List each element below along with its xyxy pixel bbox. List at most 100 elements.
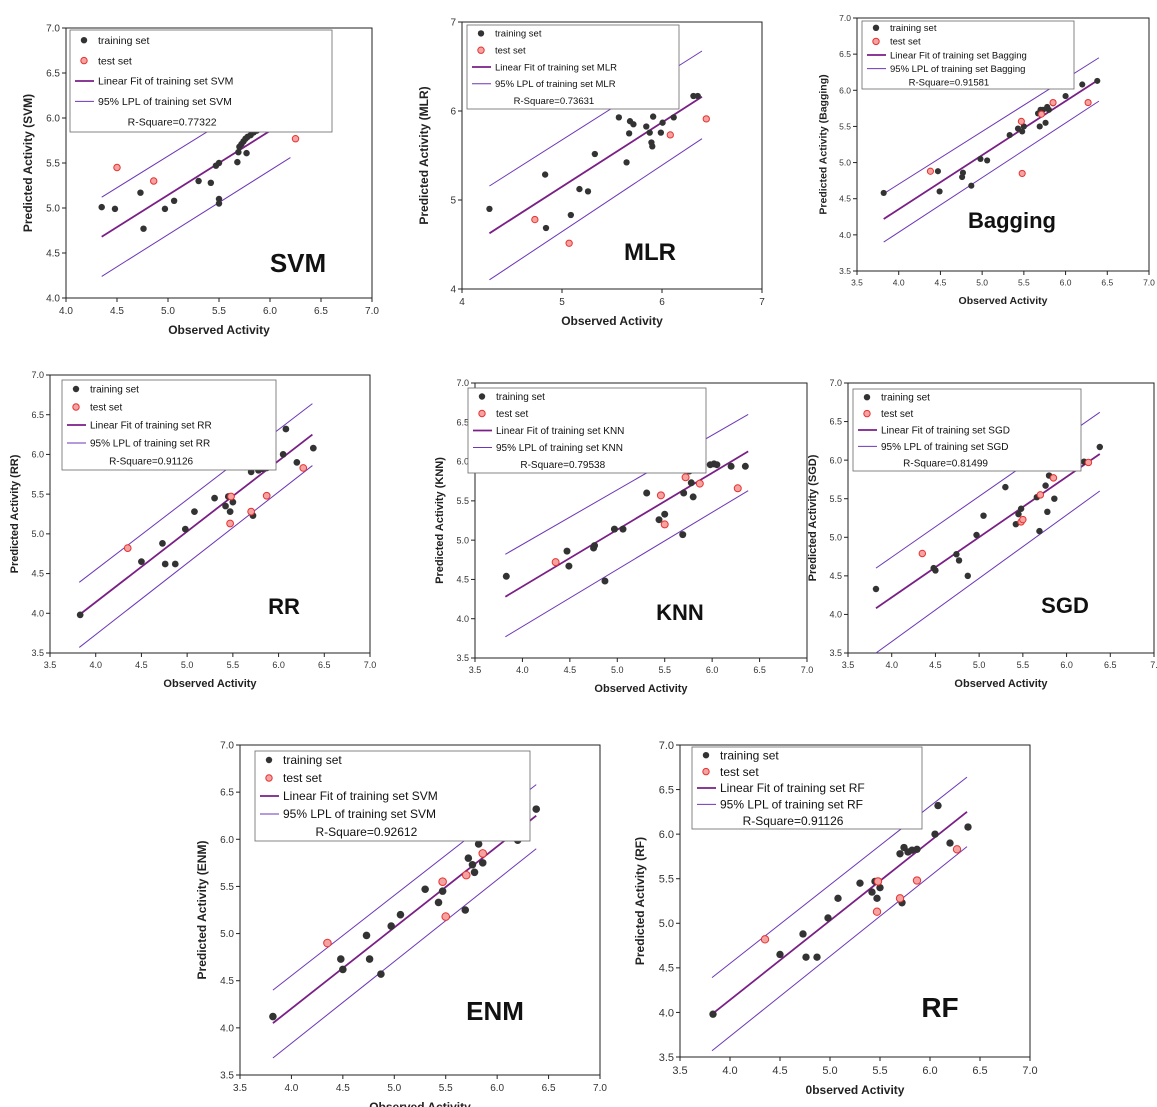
knn-y-tick-label: 3.5 [456,653,469,663]
knn-training-point [679,531,687,539]
knn-x-tick-label: 7.0 [801,665,814,675]
svm-x-tick-label: 4.5 [110,306,124,317]
knn-panel: 3.5 4.0 4.5 5.0 5.5 6.0 6.5 7.0 3.5 4.0 4.5 5.0 5.5 6… [434,378,813,695]
rr-x-tick-label: 5.5 [227,660,240,670]
enm-y-axis-title: Predicted Activity (ENM) [195,841,209,980]
mlr-training-point [630,121,637,128]
bagging-y-tick-label: 4.0 [839,230,851,240]
enm-x-tick-label: 3.5 [233,1083,247,1094]
rr-y-tick-label: 7.0 [31,370,44,380]
bagging-training-point [1019,128,1026,135]
svm-y-tick-label: 4.0 [46,294,60,305]
knn-training-point [619,525,627,533]
mlr-training-point [486,205,493,213]
sgd-training-point [1051,495,1058,502]
svm-legend-training-marker [80,37,88,44]
svm-y-tick-label: 5.0 [46,204,60,215]
rf-y-tick-label: 4.5 [659,963,674,975]
svm-training-point [215,200,223,207]
enm-legend-training-marker [265,756,273,764]
sgd-training-point [964,572,971,580]
rf-x-tick-label: 3.5 [672,1065,687,1077]
rf-legend-fit-label: Linear Fit of training set RF [720,781,865,795]
rr-legend-lpl-label: 95% LPL of training set RR [90,439,210,450]
svm-x-tick-label: 5.0 [161,306,175,317]
sgd-training-point [1002,483,1009,491]
rf-training-point [896,850,904,858]
bagging-training-point [968,182,975,189]
knn-test-point [551,558,560,567]
rf-y-tick-label: 5.0 [659,918,674,930]
rf-training-point [813,953,821,961]
svm-model-label: SVM [270,248,326,278]
rf-training-point [946,839,954,847]
sgd-training-point [932,567,939,574]
knn-legend-fit-label: Linear Fit of training set KNN [496,426,624,437]
bagging-training-point [1062,92,1069,100]
bagging-training-point [934,168,941,175]
rr-test-point [262,491,271,500]
svm-training-point [137,189,144,196]
rr-training-point [161,560,169,568]
rr-test-point [226,519,234,528]
sgd-legend-test-marker [863,409,871,418]
sgd-test-point [1084,458,1093,467]
enm-test-point [441,912,451,921]
sgd-x-tick-label: 4.5 [929,660,942,670]
rf-x-tick-label: 5.0 [822,1065,837,1077]
svm-y-axis-title: Predicted Activity (SVM) [21,94,35,232]
sgd-model-label: SGD [1041,593,1089,618]
rf-test-point [873,877,883,886]
mlr-training-point [542,224,550,232]
rf-y-tick-label: 7.0 [659,740,674,752]
enm-x-tick-label: 5.0 [387,1083,401,1094]
knn-training-point [565,562,573,570]
sgd-x-axis-title: Observed Activity [954,678,1048,690]
mlr-legend-training-label: training set [495,29,542,40]
enm-training-point [269,1012,277,1021]
rr-y-tick-label: 6.5 [31,410,44,420]
knn-x-tick-label: 6.0 [706,665,719,675]
knn-y-tick-label: 4.0 [456,614,469,624]
rr-x-tick-label: 6.5 [318,660,331,670]
mlr-training-point [659,119,666,126]
mlr-training-point [541,171,549,178]
rr-legend-test-marker [72,403,80,411]
knn-y-tick-label: 6.5 [456,417,469,427]
bagging-test-point [1018,169,1026,177]
rr-training-point [309,444,317,452]
mlr-legend-training-marker [477,30,485,37]
rr-legend-training-marker [72,385,80,393]
rr-y-tick-label: 3.5 [31,648,44,658]
sgd-linear-fit-line [875,453,1101,609]
rf-y-tick-label: 6.0 [659,829,674,841]
rr-legend-box [61,379,277,471]
enm-legend-lpl-label: 95% LPL of training set SVM [283,807,436,821]
enm-x-tick-label: 4.0 [284,1083,298,1094]
enm-training-point [377,970,385,978]
bagging-y-tick-label: 5.0 [839,158,851,168]
knn-lpl-upper-line [505,413,749,555]
rf-legend-lpl-label: 95% LPL of training set RF [720,798,863,812]
sgd-y-axis-title: Predicted Activity (SGD) [807,454,819,581]
bagging-x-tick-label: 4.5 [935,278,947,288]
knn-test-point [681,473,690,482]
enm-training-point [365,955,374,963]
rf-test-point [895,894,905,903]
svm-x-tick-label: 5.5 [212,306,226,317]
enm-legend-test-label: test set [283,771,322,785]
bagging-training-point [1036,123,1043,130]
knn-training-point [680,489,688,497]
svm-x-tick-label: 7.0 [365,306,379,317]
rf-test-point [872,907,882,916]
svm-training-point [207,179,215,187]
rr-training-point [76,611,84,619]
enm-y-tick-label: 4.0 [220,1023,234,1034]
bagging-y-axis-title: Predicted Activity (Bagging) [817,74,829,214]
sgd-legend-box [852,388,1082,472]
knn-legend-box [467,387,707,474]
sgd-training-point [1017,505,1025,512]
mlr-training-point [657,129,665,136]
bagging-y-tick-label: 5.5 [839,121,851,131]
rr-training-point [138,558,145,566]
